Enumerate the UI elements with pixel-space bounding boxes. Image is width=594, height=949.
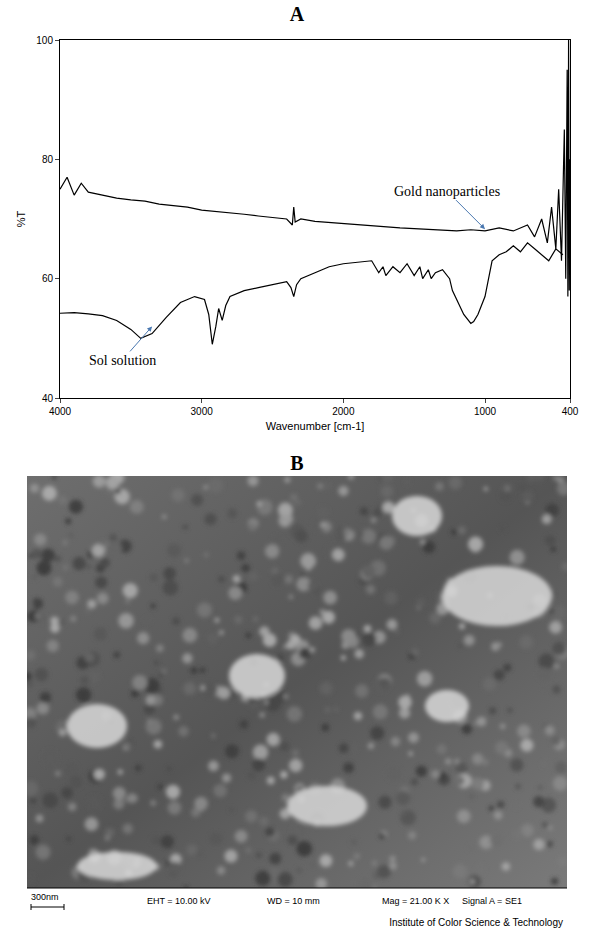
svg-text:Institute of Color Science & T: Institute of Color Science & Technology	[389, 917, 563, 928]
svg-text:2000: 2000	[332, 406, 355, 417]
svg-text:300nm: 300nm	[31, 892, 59, 902]
svg-text:60: 60	[42, 273, 54, 284]
svg-text:80: 80	[42, 154, 54, 165]
svg-text:EHT = 10.00 kV: EHT = 10.00 kV	[147, 896, 211, 906]
svg-text:Gold nanoparticles: Gold nanoparticles	[394, 184, 500, 199]
svg-text:Signal A = SE1: Signal A = SE1	[462, 896, 522, 906]
svg-text:Sol solution: Sol solution	[89, 353, 156, 368]
svg-text:A: A	[290, 3, 305, 25]
svg-text:WD = 10 mm: WD = 10 mm	[267, 896, 320, 906]
html-text:B: B	[290, 452, 304, 474]
svg-text:Mag = 21.00 K X: Mag = 21.00 K X	[382, 896, 449, 906]
svg-text:40: 40	[42, 393, 54, 404]
svg-text:Wavenumber [cm-1]: Wavenumber [cm-1]	[266, 420, 365, 432]
svg-text:%T: %T	[15, 210, 27, 227]
svg-text:3000: 3000	[191, 406, 214, 417]
svg-text:100: 100	[36, 35, 53, 46]
svg-text:4000: 4000	[49, 406, 72, 417]
svg-text:1000: 1000	[474, 406, 497, 417]
svg-text:400: 400	[562, 406, 579, 417]
